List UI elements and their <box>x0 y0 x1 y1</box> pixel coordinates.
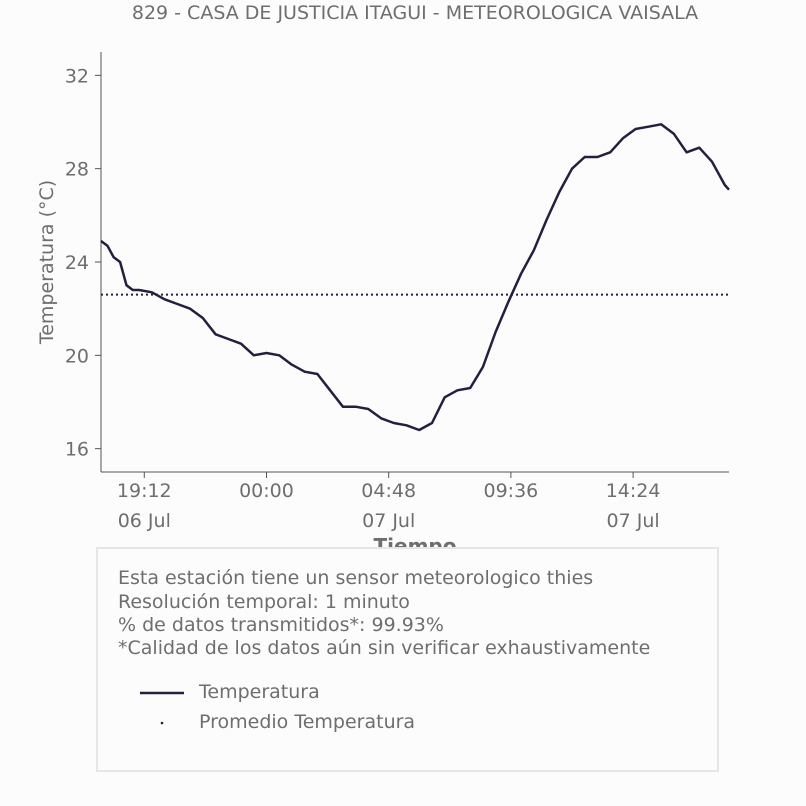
series-layer <box>100 123 730 432</box>
x-tick-time-label: 14:24 <box>606 480 661 502</box>
y-axis-label: Temperatura (°C) <box>36 180 58 345</box>
y-tick-label: 20 <box>65 345 89 367</box>
info-sensor-text: Esta estación tiene un sensor meteorolog… <box>118 567 594 589</box>
legend-label-temperatura: Temperatura <box>199 681 320 703</box>
info-quality-text: *Calidad de los datos aún sin verificar … <box>118 637 651 659</box>
series-temperatura <box>100 123 730 432</box>
y-tick-label: 32 <box>65 65 89 87</box>
chart-title: 829 - CASA DE JUSTICIA ITAGUI - METEOROL… <box>131 2 699 24</box>
legend-swatches <box>140 691 184 725</box>
y-tick-label: 16 <box>65 439 89 461</box>
y-ticks: 16 20 24 28 32 <box>65 65 101 461</box>
x-tick-date-label: 07 Jul <box>362 510 415 532</box>
info-box: Esta estación tiene un sensor meteorolog… <box>96 547 719 772</box>
y-tick-label: 24 <box>65 252 89 274</box>
info-resolution-text: Resolución temporal: 1 minuto <box>118 591 410 613</box>
x-ticks: 19:12 06 Jul 00:00 04:48 07 Jul 09:36 14:24 07 … <box>117 472 661 532</box>
legend-dot-swatch <box>160 721 164 725</box>
y-tick-label: 28 <box>65 159 89 181</box>
x-tick-date-label: 07 Jul <box>607 510 660 532</box>
x-tick-time-label: 19:12 <box>117 480 172 502</box>
legend-label-promedio: Promedio Temperatura <box>199 711 416 733</box>
axes <box>100 52 729 473</box>
x-tick-time-label: 00:00 <box>239 480 294 502</box>
x-tick-date-label: 06 Jul <box>118 510 171 532</box>
x-tick-time-label: 09:36 <box>484 480 539 502</box>
info-transmitted-text: % de datos transmitidos*: 99.93% <box>118 614 444 636</box>
x-tick-time-label: 04:48 <box>361 480 416 502</box>
